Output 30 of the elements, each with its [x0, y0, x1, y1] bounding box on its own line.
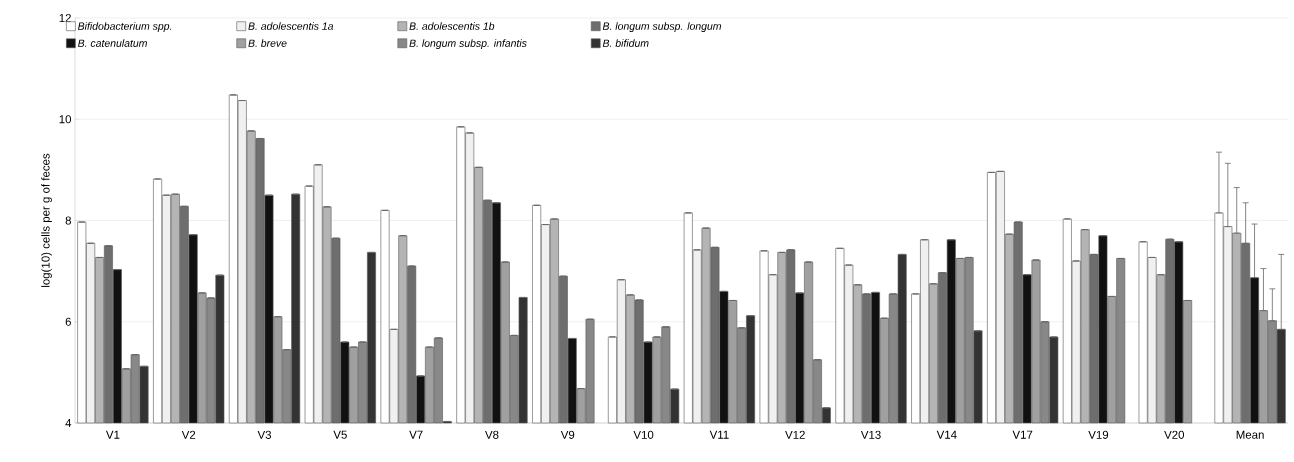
y-tick-label: 8 [65, 216, 71, 225]
x-tick-label: V10 [633, 430, 654, 439]
x-tick-label: Mean [1236, 430, 1264, 439]
legend-label: B. longum subsp. longum [602, 22, 722, 32]
x-tick-label: V2 [181, 430, 196, 439]
x-tick-label: V13 [860, 430, 881, 439]
legend-label: B. adolescentis 1a [248, 22, 334, 30]
legend-label: B. adolescentis 1b [409, 22, 495, 30]
x-tick-label: V11 [709, 430, 729, 439]
x-tick-label: V14 [936, 430, 957, 439]
x-tick-label: V19 [1088, 430, 1109, 439]
y-axis-title: log(10) cells per g of feces [41, 153, 52, 287]
legend-label: B. bifidum [602, 39, 649, 47]
x-tick-label: V8 [485, 430, 499, 439]
x-tick-label: V3 [257, 430, 272, 439]
x-tick-label: V5 [333, 430, 347, 439]
legend-label: B. breve [248, 39, 287, 47]
x-tick-label: V9 [560, 430, 575, 439]
x-tick-label: V17 [1012, 430, 1033, 439]
y-tick-label: 12 [59, 14, 71, 22]
legend-label: B. longum subsp. infantis [409, 39, 527, 49]
y-tick-label: 6 [65, 317, 71, 326]
x-tick-label: V1 [105, 430, 120, 439]
legend-label: B. catenulatum [77, 39, 147, 47]
legend-label: Bifidobacterium spp. [77, 22, 172, 32]
x-tick-label: V7 [409, 430, 423, 439]
y-tick-label: 10 [59, 115, 72, 124]
x-tick-label: V12 [785, 430, 805, 439]
y-tick-label: 4 [65, 419, 72, 427]
x-tick-label: V20 [1164, 430, 1185, 439]
